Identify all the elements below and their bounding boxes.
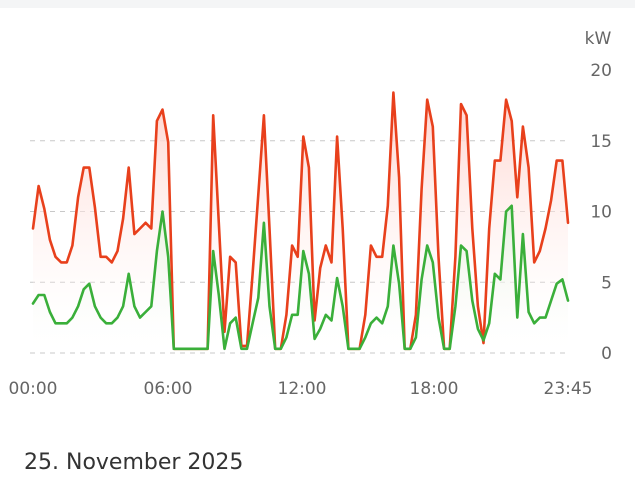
x-tick-label: 00:00 — [9, 379, 58, 399]
series-2-area — [33, 205, 568, 353]
date-label: 25. November 2025 — [24, 450, 244, 475]
series-2-line — [31, 204, 570, 351]
series-lines — [31, 91, 570, 351]
top-strip — [0, 0, 635, 8]
y-axis: kW 0 5 10 15 20 — [585, 29, 612, 364]
x-tick-label: 06:00 — [144, 379, 193, 399]
series-1-line — [31, 91, 570, 351]
y-tick-label: 5 — [601, 273, 612, 293]
x-tick-label: 12:00 — [278, 379, 327, 399]
power-chart: kW 0 5 10 15 20 00:00 06:00 12:00 18:00 23:45 — [9, 29, 613, 399]
y-tick-label: 10 — [590, 203, 612, 223]
y-unit-label: kW — [585, 29, 612, 49]
x-tick-label: 23:45 — [544, 379, 593, 399]
x-axis: 00:00 06:00 12:00 18:00 23:45 — [9, 379, 593, 399]
x-tick-label: 18:00 — [410, 379, 459, 399]
y-tick-label: 20 — [590, 61, 612, 81]
y-tick-label: 15 — [590, 132, 612, 152]
y-tick-label: 0 — [601, 344, 612, 364]
